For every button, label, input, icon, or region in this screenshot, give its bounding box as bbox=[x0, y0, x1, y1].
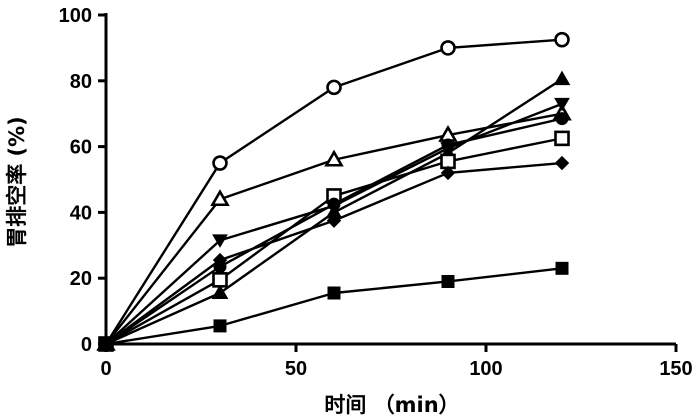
triangle-down-filled-marker bbox=[554, 97, 570, 112]
square-open-marker bbox=[554, 130, 570, 147]
series-markers bbox=[98, 155, 570, 352]
square-filled-marker bbox=[441, 274, 455, 288]
square-filled-marker bbox=[99, 337, 113, 351]
circle-filled-marker bbox=[441, 138, 455, 152]
circle-open-marker bbox=[212, 155, 228, 171]
diamond-filled-marker bbox=[212, 252, 228, 268]
circle-filled-marker bbox=[555, 112, 569, 126]
series-markers bbox=[96, 103, 572, 351]
x-tick-label: 0 bbox=[100, 358, 111, 380]
triangle-down-filled-marker bbox=[212, 234, 228, 248]
square-filled-marker bbox=[327, 286, 341, 300]
circle-open-marker bbox=[554, 31, 570, 48]
triangle-up-open-marker bbox=[324, 149, 344, 167]
triangle-up-open-marker bbox=[210, 189, 230, 207]
square-filled-marker bbox=[213, 319, 227, 333]
circle-filled-marker bbox=[327, 197, 341, 211]
diamond-filled-marker bbox=[554, 155, 570, 171]
triangle-up-filled-marker bbox=[553, 70, 571, 86]
square-open-marker bbox=[212, 272, 228, 288]
circle-open-marker bbox=[326, 79, 342, 96]
square-filled-marker bbox=[555, 261, 569, 275]
series-markers bbox=[99, 261, 569, 351]
y-tick-label: 40 bbox=[70, 202, 92, 224]
x-tick-label: 50 bbox=[285, 358, 307, 380]
diamond-filled-marker bbox=[440, 165, 456, 181]
y-axis-title: 胃排空率 (%) bbox=[5, 116, 29, 248]
triangle-up-filled-marker bbox=[211, 284, 229, 300]
series-layer bbox=[96, 31, 572, 352]
x-tick-label: 150 bbox=[659, 358, 692, 380]
y-tick-label: 100 bbox=[59, 5, 92, 27]
y-tick-label: 80 bbox=[70, 71, 92, 93]
circle-open-marker bbox=[440, 40, 456, 56]
x-tick-label: 100 bbox=[469, 358, 502, 380]
axes: 0 20 40 60 80 100 0 50 100 150 bbox=[59, 5, 693, 380]
diamond-filled-marker bbox=[326, 213, 342, 228]
x-axis-title: 时间 （min） bbox=[324, 393, 459, 417]
series-line bbox=[105, 112, 563, 345]
y-tick-label: 60 bbox=[70, 137, 92, 159]
y-tick-label: 0 bbox=[81, 334, 92, 356]
y-tick-label: 20 bbox=[70, 268, 92, 290]
